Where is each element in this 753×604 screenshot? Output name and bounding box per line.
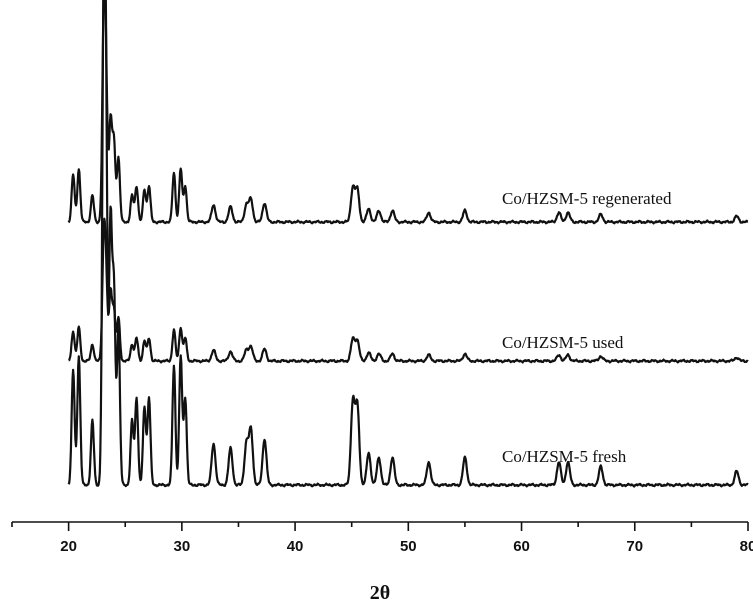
series-labels: Co/HZSM-5 fresh Co/HZSM-5 used Co/HZSM-5 r… [502,189,672,466]
x-tick-label: 50 [400,538,417,555]
x-axis: 20 30 40 50 60 70 80 [11,521,753,555]
series-label: Co/HZSM-5 regenerated [502,189,672,208]
series-trace-1 [68,217,749,364]
series-label: Co/HZSM-5 fresh [502,447,627,466]
series-traces [67,0,749,488]
x-tick-label: 40 [287,538,304,555]
x-tick-label: 80 [740,538,753,555]
x-axis-title: 2θ [370,582,390,604]
series-label: Co/HZSM-5 used [502,333,624,352]
x-axis-ticks: 20 30 40 50 60 70 80 [11,522,753,555]
series-trace-0 [67,0,749,488]
series-trace-2 [67,0,749,225]
x-tick-label: 70 [626,538,643,555]
x-tick-label: 20 [60,538,77,555]
x-tick-label: 60 [513,538,530,555]
x-tick-label: 30 [174,538,191,555]
